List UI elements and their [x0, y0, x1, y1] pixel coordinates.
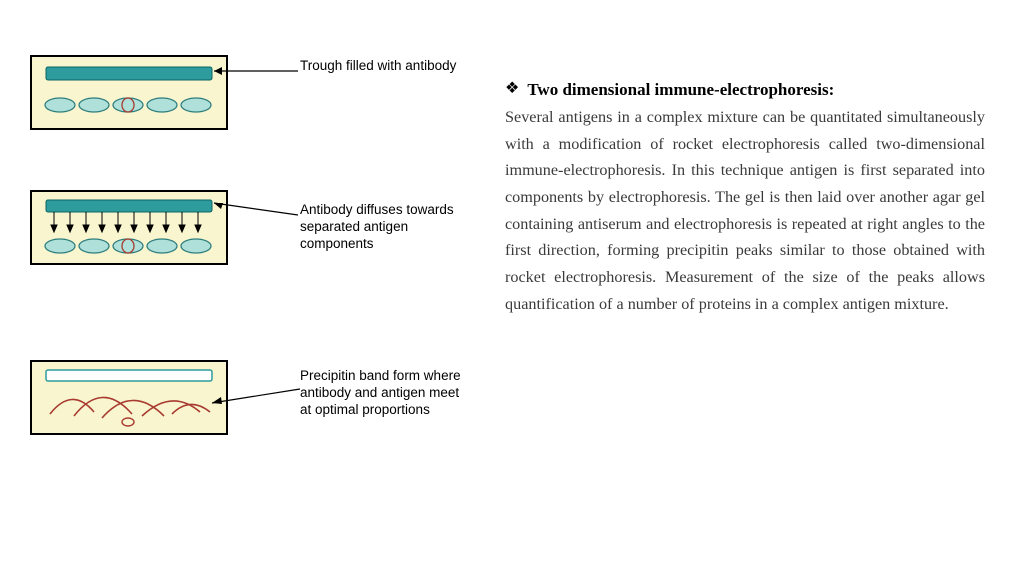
panel-row-3: Precipitin band form where antibody and …	[30, 360, 470, 435]
panel-1-label: Trough filled with antibody	[300, 58, 470, 75]
diagram-column: Trough filled with antibody	[30, 55, 470, 495]
panel-1	[30, 55, 228, 130]
panel-2-label: Antibody diffuses towards separated anti…	[300, 202, 470, 253]
panel-3-svg	[32, 362, 226, 433]
heading-row: ❖ Two dimensional immune-electrophoresis…	[505, 78, 985, 102]
panel-2-svg	[32, 192, 226, 263]
heading-text: Two dimensional immune-electrophoresis:	[527, 78, 834, 102]
text-column: ❖ Two dimensional immune-electrophoresis…	[505, 78, 985, 318]
body-text: Several antigens in a complex mixture ca…	[505, 104, 985, 318]
panel-3	[30, 360, 228, 435]
panel-2	[30, 190, 228, 265]
bullet-icon: ❖	[505, 78, 519, 100]
panel-1-svg	[32, 57, 226, 128]
panel-row-1: Trough filled with antibody	[30, 55, 470, 130]
panel-3-label: Precipitin band form where antibody and …	[300, 368, 470, 419]
panel-row-2: Antibody diffuses towards separated anti…	[30, 190, 470, 265]
